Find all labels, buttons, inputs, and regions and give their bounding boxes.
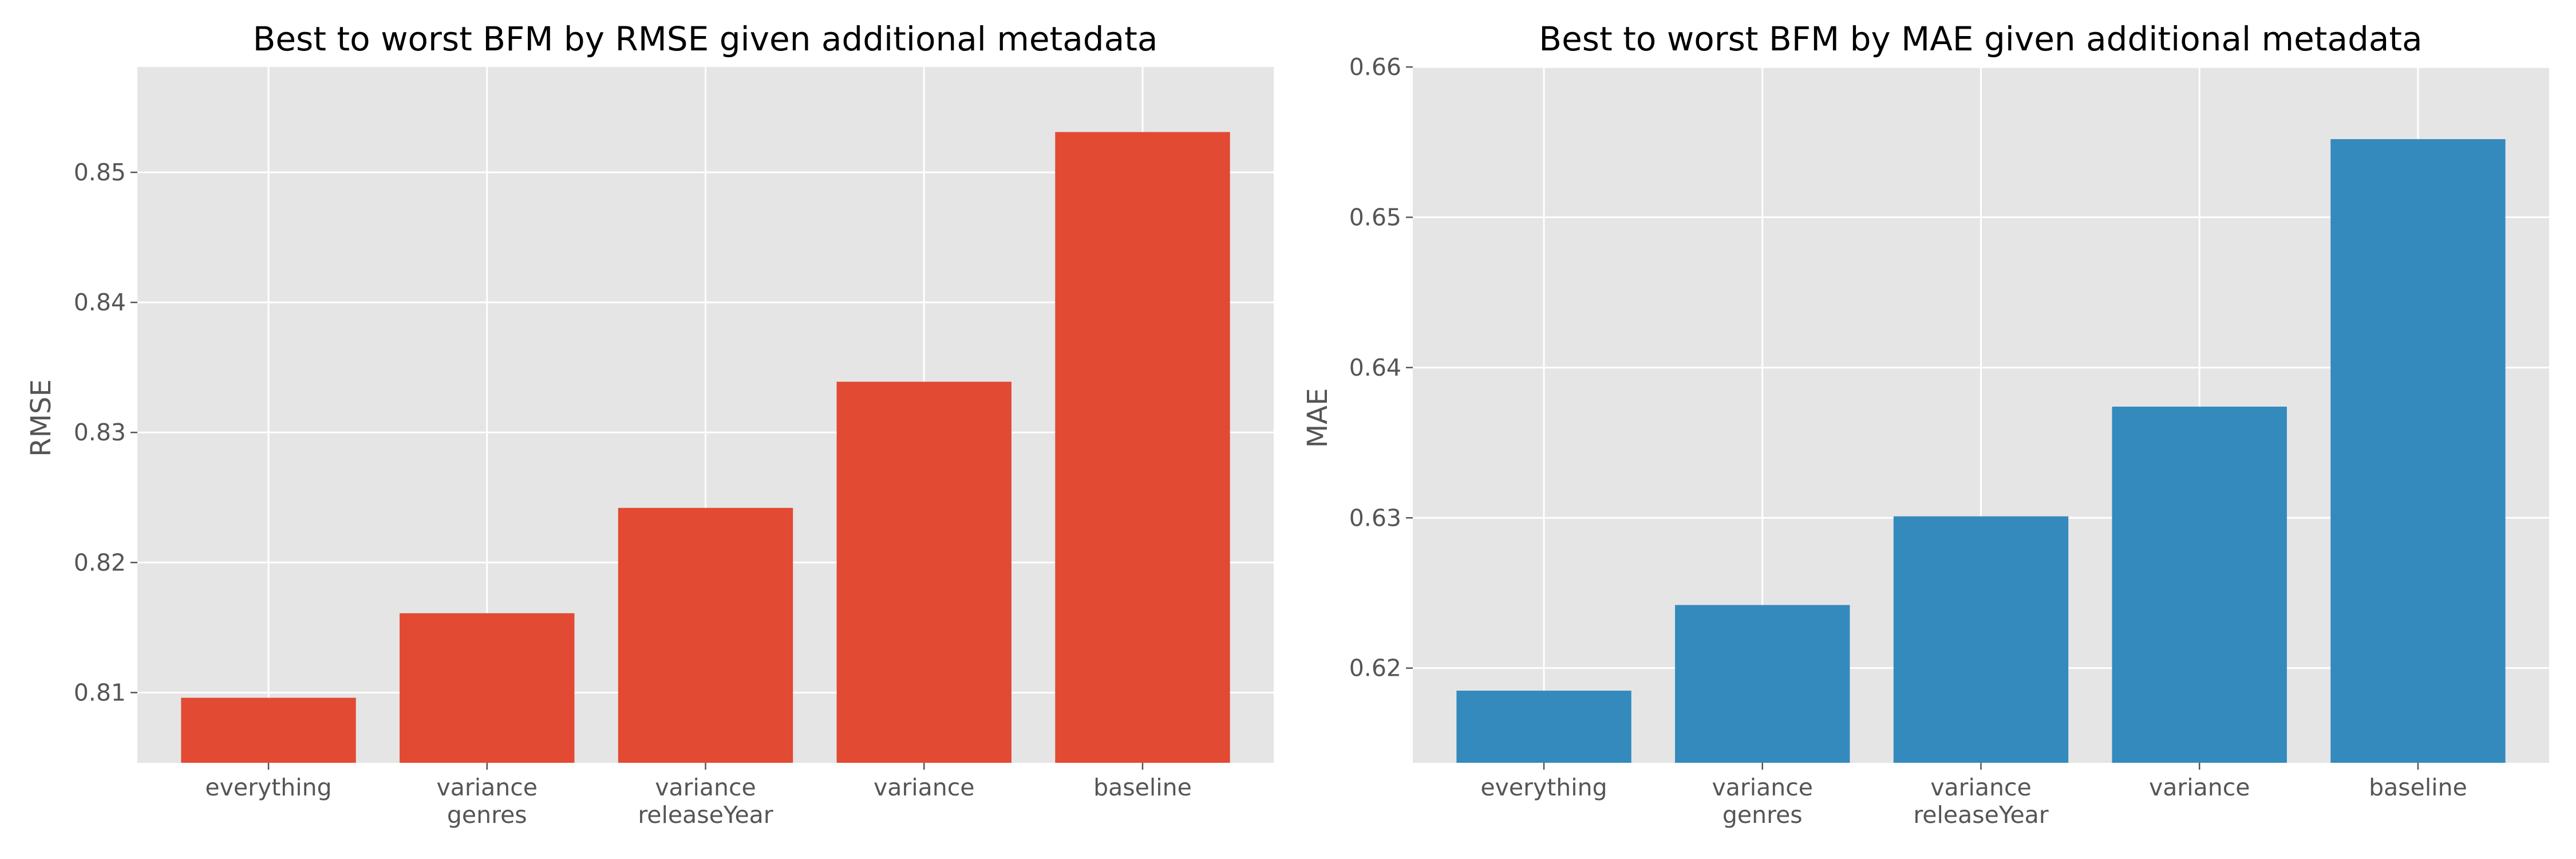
left-bar-2: [618, 507, 793, 763]
right-chart-title: Best to worst BFM by MAE given additiona…: [1539, 19, 2422, 58]
left-xtick-label-4: baseline: [1093, 774, 1192, 801]
right-xtick-label-1: variance genres: [1712, 774, 1814, 829]
left-y-axis-label: RMSE: [25, 379, 57, 457]
right-y-axis-label: MAE: [1302, 388, 1334, 448]
left-bar-4: [1055, 132, 1230, 763]
right-bar-2: [1893, 516, 2069, 763]
right-ytick-label-1: 0.63: [1349, 504, 1401, 531]
right-xtick-label-0: everything: [1480, 774, 1607, 801]
right-xtick-label-4: baseline: [2369, 774, 2467, 801]
left-bar-1: [400, 613, 575, 763]
right-bar-3: [2112, 407, 2287, 763]
right-chart: 0.62 0.63 0.64 0.65 0.66 everything variance ge…: [1302, 19, 2549, 829]
left-xtick-label-3: variance: [874, 774, 975, 801]
left-xtick-label-1: variance genres: [437, 774, 538, 829]
left-bar-3: [836, 381, 1012, 763]
left-ytick-label-3: 0.84: [74, 289, 126, 316]
right-xtick-label-2: variance releaseYear: [1913, 774, 2048, 829]
left-chart: 0.81 0.82 0.83 0.84 0.85 everything variance ge…: [25, 19, 1274, 829]
right-bar-1: [1675, 605, 1850, 763]
left-ytick-label-1: 0.82: [74, 549, 126, 576]
right-xtick-label-3: variance: [2149, 774, 2250, 801]
right-ytick-label-3: 0.65: [1349, 203, 1401, 231]
left-chart-title: Best to worst BFM by RMSE given addition…: [253, 19, 1158, 58]
right-ytick-label-4: 0.66: [1349, 53, 1401, 81]
left-ytick-label-4: 0.85: [74, 159, 126, 186]
left-bar-0: [181, 698, 356, 763]
left-ytick-label-2: 0.83: [74, 419, 126, 446]
left-xtick-label-2: variance releaseYear: [638, 774, 773, 829]
right-ytick-label-2: 0.64: [1349, 354, 1401, 381]
right-ytick-label-0: 0.62: [1349, 655, 1401, 682]
right-bar-4: [2330, 139, 2506, 763]
left-ytick-label-0: 0.81: [74, 679, 126, 706]
left-xtick-label-0: everything: [205, 774, 331, 801]
right-bar-0: [1456, 691, 1631, 763]
